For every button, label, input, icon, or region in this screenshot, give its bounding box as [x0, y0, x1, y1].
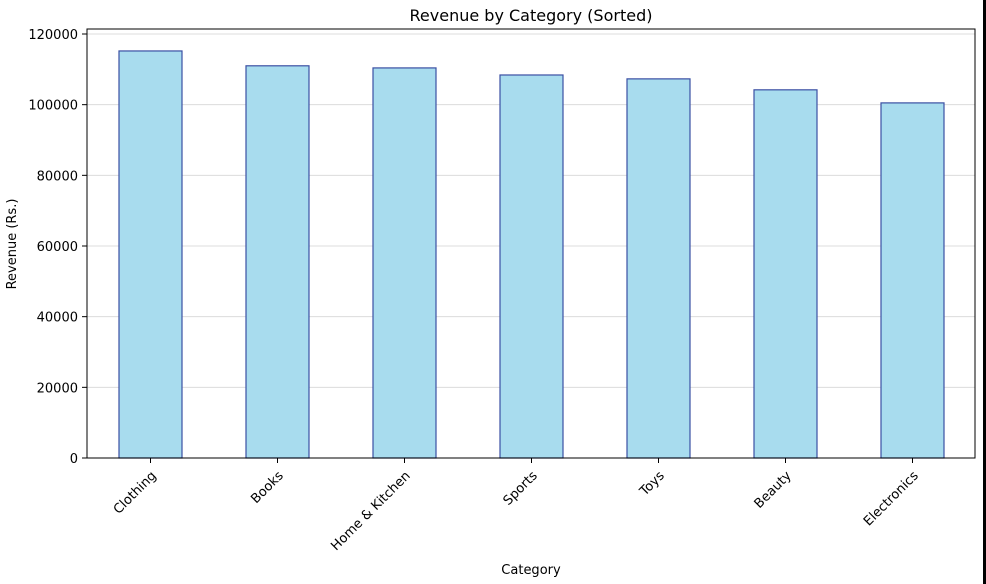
y-tick-label: 100000 [28, 99, 78, 114]
x-tick-label: Toys [636, 468, 667, 499]
bar-sports [499, 74, 564, 459]
bar-home-kitchen [372, 67, 437, 459]
y-axis-label: Revenue (Rs.) [5, 199, 20, 290]
bar-clothing [118, 50, 183, 459]
bar-beauty [753, 89, 818, 459]
bars [118, 50, 945, 459]
x-tick-label: Books [248, 468, 286, 506]
chart-title: Revenue by Category (Sorted) [410, 6, 653, 25]
y-tick-label: 60000 [37, 240, 78, 255]
y-tick-label: 40000 [37, 311, 78, 326]
window-edge [983, 0, 986, 584]
y-tick-label: 120000 [28, 28, 78, 43]
x-tick-label: Clothing [111, 469, 160, 518]
bar-toys [626, 78, 691, 459]
y-tick-label: 0 [70, 452, 78, 467]
y-tick-label: 20000 [37, 381, 78, 396]
y-axis-ticks: 0 20000 40000 60000 80000 100000 120000 [28, 28, 87, 467]
x-tick-label: Beauty [752, 468, 795, 511]
x-axis-ticks: Clothing Books Home & Kitchen Sports Toys Bea… [111, 458, 922, 554]
x-tick-label: Sports [501, 468, 541, 508]
x-axis-label: Category [501, 563, 561, 578]
bar-electronics [880, 102, 945, 459]
x-tick-label: Electronics [861, 468, 922, 529]
y-tick-label: 80000 [37, 169, 78, 184]
x-tick-label: Home & Kitchen [328, 469, 413, 554]
bar-books [245, 65, 310, 459]
